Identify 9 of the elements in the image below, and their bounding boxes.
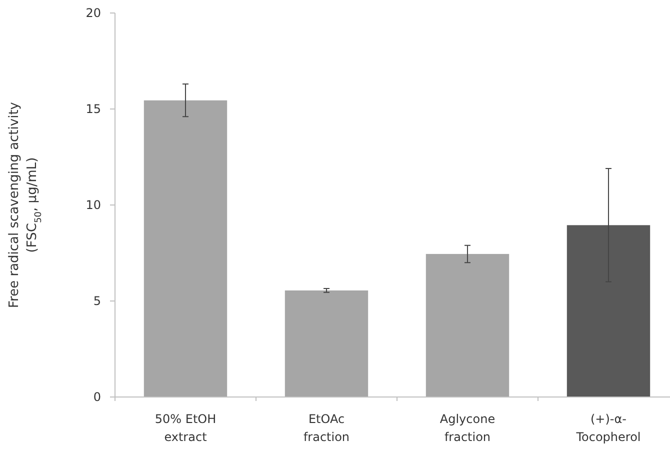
- x-tick-label: 50% EtOH extract: [154, 412, 216, 444]
- y-tick-label: 20: [86, 6, 101, 20]
- y-tick-label: 15: [86, 102, 101, 116]
- x-tick-label: (+)-α- Tocopherol: [575, 412, 641, 444]
- y-tick-label: 10: [86, 198, 101, 212]
- y-tick-label: 5: [93, 294, 101, 308]
- x-tick-label: EtOAc fraction: [303, 412, 350, 444]
- y-tick-label: 0: [93, 390, 101, 404]
- x-tick-label: Aglycone fraction: [440, 412, 496, 444]
